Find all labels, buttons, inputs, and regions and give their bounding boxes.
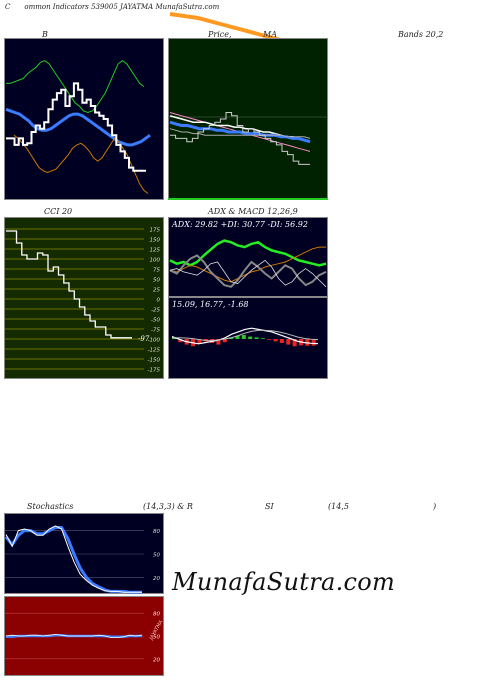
cci-title: CCI 20 <box>44 207 73 216</box>
bollinger-panel <box>4 38 164 200</box>
macd-signal-line <box>172 329 319 341</box>
stoch-k-line <box>5 525 142 593</box>
stoch-tick-label: 50 <box>153 553 160 559</box>
price-close-line <box>170 112 310 165</box>
bb-title: B <box>42 30 48 39</box>
cci-tick-label: 0 <box>157 298 161 304</box>
bb-middle-line <box>5 107 151 147</box>
cci-tick-label: 100 <box>150 258 161 264</box>
watermark-brand: MunafaSutra.com <box>172 568 396 596</box>
cci-chart: 175 150 125 100 75 50 25 0 -25 -50 -75 -100 -125 -150… <box>4 217 164 379</box>
macd-histogram-bar <box>260 338 265 339</box>
stochastics-bg <box>4 513 164 594</box>
adx-title: ADX & MACD 12,26,9 <box>208 207 298 216</box>
cci-tick-label: 50 <box>153 278 160 284</box>
bollinger-chart <box>4 38 164 200</box>
cci-tick-label: -50 <box>151 318 160 324</box>
cci-last-value: -97 <box>138 335 150 343</box>
header-title-rest: ommon Indicators 539005 JAYATMA MunafaSu… <box>24 3 220 11</box>
rsi-params: (14,5 <box>328 502 349 511</box>
adx-panel: ADX: 29.82 +DI: 30.77 -DI: 56.92 <box>168 217 328 297</box>
cci-tick-label: -150 <box>148 358 161 364</box>
cci-tick-label: 175 <box>150 228 161 234</box>
macd-values: 15.09, 16.77, -1.68 <box>172 300 249 309</box>
macd-histogram-bar <box>216 339 221 345</box>
adx-values: ADX: 29.82 +DI: 30.77 -DI: 56.92 <box>172 220 308 229</box>
cci-tick-label: 125 <box>150 248 161 254</box>
stochastics-panel: 80 50 20 <box>4 513 164 594</box>
macd-panel: 15.09, 16.77, -1.68 <box>168 297 328 379</box>
header-title-c: C <box>5 3 11 11</box>
macd-histogram-bar <box>197 339 202 344</box>
macd-histogram-bar <box>267 339 272 340</box>
cci-tick-label: -125 <box>148 348 161 354</box>
adx-chart <box>168 217 328 297</box>
rsi-line <box>5 634 143 638</box>
stoch-params: (14,3,3) & R <box>143 502 193 511</box>
macd-chart <box>168 297 328 379</box>
bb-upper-line <box>6 60 145 114</box>
cci-tick-label: 150 <box>150 238 161 244</box>
bands-title: Bands 20,2 <box>398 30 444 39</box>
stochastics-chart: 80 50 20 <box>4 513 164 594</box>
macd-histogram-bar <box>279 339 284 343</box>
macd-histogram-bar <box>286 339 291 345</box>
price-ma-panel <box>168 38 328 200</box>
macd-histogram-bar <box>254 337 259 339</box>
plus-di-line <box>169 254 327 288</box>
ma-title: MA <box>263 30 277 39</box>
rsi-tick-label: 80 <box>153 612 160 618</box>
adx-line <box>169 239 327 267</box>
cci-tick-label: -75 <box>151 328 160 334</box>
bb-price-line <box>6 82 146 172</box>
macd-histogram-bar <box>273 339 278 342</box>
cci-panel: 175 150 125 100 75 50 25 0 -25 -50 -75 -100 -125 -150… <box>4 217 164 379</box>
macd-histogram-bar <box>248 336 253 339</box>
bollinger-bg <box>4 38 164 200</box>
ma-long-line <box>169 128 311 139</box>
cci-tick-label: 25 <box>153 288 160 294</box>
macd-histogram-bar <box>241 335 246 339</box>
cci-tick-label: -100 <box>148 338 161 344</box>
macd-histogram-bar <box>222 339 227 343</box>
stoch-tick-label: 20 <box>153 576 160 582</box>
rsi-tick-label: 20 <box>153 657 160 663</box>
stoch-title: Stochastics <box>27 502 74 511</box>
macd-histogram-bar <box>292 339 297 347</box>
adx-aux-line <box>169 259 327 288</box>
rsi-tick-label: 50 <box>153 635 160 641</box>
rsi-panel: 80 50 20 JAYATMA <box>4 596 164 676</box>
price-title: Price, <box>208 30 232 39</box>
cci-line <box>6 230 132 339</box>
rsi-close: ) <box>433 502 437 511</box>
rsi-title: SI <box>265 502 274 511</box>
price-ma-chart <box>168 38 328 200</box>
macd-histogram-bar <box>311 339 316 346</box>
cci-tick-label: -175 <box>148 368 161 374</box>
macd-histogram-bar <box>235 335 240 339</box>
cci-tick-label: 75 <box>153 268 160 274</box>
macd-histogram-bar <box>178 339 183 343</box>
stoch-tick-label: 80 <box>153 529 160 535</box>
cci-tick-label: -25 <box>151 308 160 314</box>
cci-bg <box>4 217 164 379</box>
macd-line <box>171 327 319 345</box>
